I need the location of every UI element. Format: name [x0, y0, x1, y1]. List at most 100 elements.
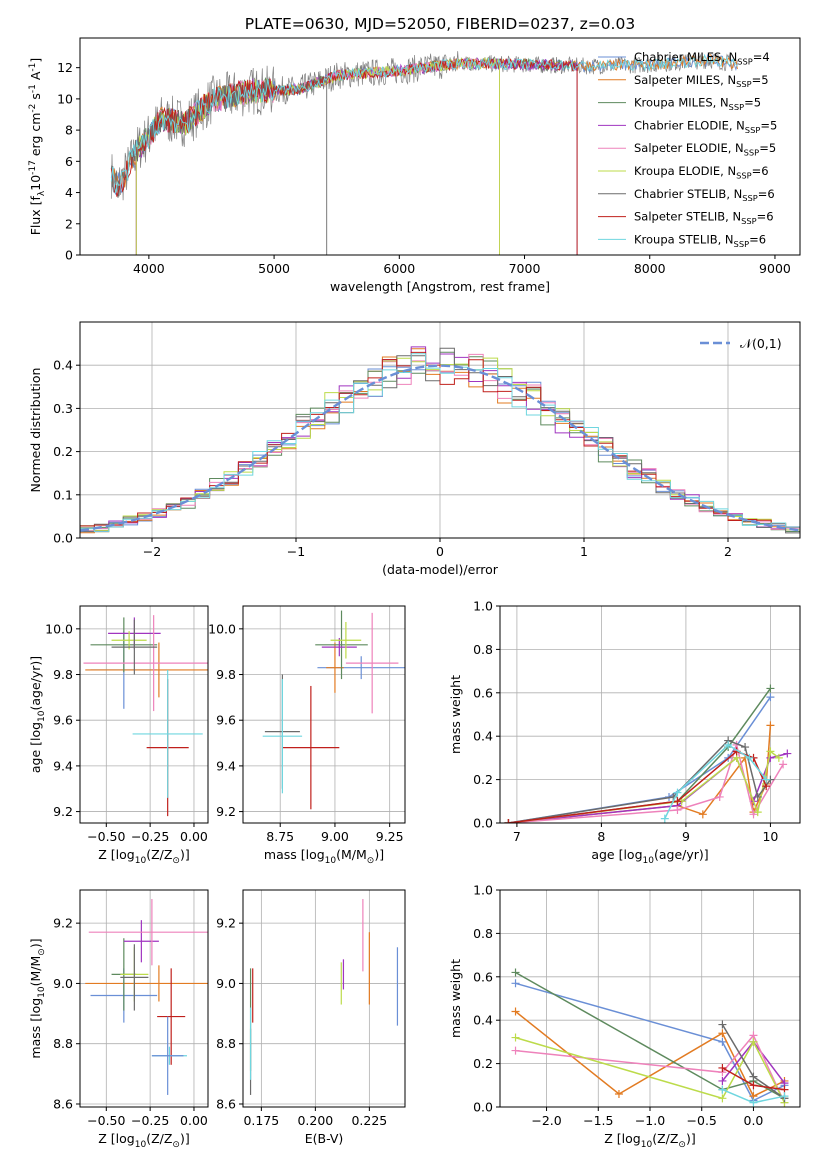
plus-marker [718, 1020, 727, 1029]
y-tick-label: 0.4 [473, 1013, 493, 1028]
plus-marker [511, 1033, 520, 1042]
x-tick-label: −2.0 [531, 1113, 561, 1128]
error-bar-point [321, 637, 357, 657]
x-tick-label: −0.25 [131, 1113, 169, 1128]
residual-legend: 𝒩(0,1) [700, 336, 782, 351]
x-tick-label: −0.50 [87, 1113, 125, 1128]
plus-marker [698, 810, 707, 819]
y-tick-label: 0.2 [53, 444, 73, 459]
plus-marker [766, 721, 775, 730]
y-tick-label: 0 [65, 248, 73, 263]
spectrum-frame [79, 37, 801, 256]
x-tick-label: 9.00 [321, 829, 349, 844]
mass-weight-series [515, 1036, 786, 1104]
y-tick-label: 0.4 [473, 729, 493, 744]
error-bar-point [315, 610, 368, 680]
plus-marker [511, 979, 520, 988]
mass_vs_Z-frame [79, 889, 209, 1108]
legend-label: Salpeter MILES, NSSP​=5 [634, 73, 769, 89]
x-axis-label: Z [log10​(Z/Z⊙​)] [98, 1131, 189, 1150]
plus-marker [762, 775, 771, 784]
mass_vs_EBV-plot-area [249, 899, 399, 1095]
y-tick-label: 8.8 [53, 1036, 73, 1051]
x-tick-label: 7000 [509, 261, 541, 276]
plus-marker [766, 747, 775, 756]
error-bar-point [123, 920, 159, 963]
plus-marker [783, 749, 792, 758]
y-tick-label: 10.0 [45, 621, 73, 636]
plus-marker [749, 810, 758, 819]
spectrum-axes: 4000 5000 6000 7000 8000 9000 0 2 4 6 8 10 12 wavelen… [28, 37, 801, 294]
plus-marker [753, 792, 762, 801]
x-tick-label: 7 [513, 829, 521, 844]
y-axis-label: mass weight [448, 675, 463, 754]
mass_vs_Z-plot-area [85, 899, 208, 1095]
x-tick-label: −0.25 [131, 829, 169, 844]
plus-marker [718, 1085, 727, 1094]
y-axis-label: age [log10​(age/yr)] [28, 656, 47, 773]
y-tick-label: 9.2 [53, 804, 73, 819]
plus-marker [511, 1007, 520, 1016]
model-spectrum-series [110, 53, 738, 194]
spectrum-plot-area [110, 51, 738, 255]
y-tick-label: 8 [65, 123, 73, 138]
x-tick-label: −1 [287, 544, 305, 559]
mass_vs_Z-axes: −0.50 −0.25 0.00 8.6 8.8 9.0 9.2 Z [log10​(Z/Z⊙… [28, 889, 209, 1150]
x-axis-label: Z [log10​(Z/Z⊙​)] [604, 1131, 695, 1150]
x-tick-label: −1.5 [583, 1113, 613, 1128]
legend-label: Kroupa MILES, NSSP​=5 [634, 96, 761, 112]
plus-marker [745, 753, 754, 762]
y-tick-label: 0.8 [473, 642, 493, 657]
legend-label: Chabrier ELODIE, NSSP​=5 [634, 118, 777, 134]
plus-marker [749, 1098, 758, 1107]
x-tick-label: 10 [762, 829, 778, 844]
figure-title: PLATE=0630, MJD=52050, FIBERID=0237, z=0… [245, 15, 635, 33]
y-tick-label: 9.4 [53, 758, 73, 773]
x-axis-label: mass [log10​(M/M⊙​)] [264, 847, 384, 866]
y-tick-label: 2 [65, 216, 73, 231]
y-tick-label: 9.2 [53, 916, 73, 931]
x-tick-label: 0 [436, 544, 444, 559]
plus-marker [718, 1094, 727, 1103]
plus-marker [724, 740, 733, 749]
plus-marker [660, 814, 669, 823]
y-tick-label: 9.0 [216, 976, 236, 991]
x-tick-label: −0.50 [87, 829, 125, 844]
observed-spectrum [110, 51, 738, 201]
age_vs_mass-plot-area [262, 610, 405, 810]
x-tick-label: −1.0 [635, 1113, 665, 1128]
plus-marker [718, 1076, 727, 1085]
error-bar-point [111, 631, 147, 650]
error-bar-point [83, 615, 208, 712]
legend-label: Kroupa ELODIE, NSSP​=6 [634, 164, 769, 180]
y-tick-label: 0.0 [473, 1100, 493, 1115]
normal-pdf-curve [80, 364, 800, 532]
residuals-plot-area [80, 346, 800, 538]
y-axis-label: Normed distribution [28, 368, 43, 493]
error-bar-point [120, 944, 149, 1011]
x-axis-label: (data-model)/error [382, 562, 499, 577]
mass_weight_vs_Z-axes: −2.0 −1.5 −1.0 −0.5 0.0 0.0 0.2 0.4 0.6 0.8 1.0 Z [… [448, 883, 801, 1150]
error-bar-point [111, 619, 158, 675]
y-tick-label: 9.6 [216, 713, 236, 728]
plus-marker [749, 1081, 758, 1090]
plus-marker [715, 792, 724, 801]
error-bar-point [282, 685, 340, 810]
error-bar-point [132, 669, 203, 798]
x-tick-label: 0.00 [180, 829, 208, 844]
spectrum-legend: Chabrier MILES, NSSP​=4 Salpeter MILES, N… [598, 50, 777, 249]
plus-marker [718, 1063, 727, 1072]
x-tick-label: 8 [597, 829, 605, 844]
y-tick-label: 8.8 [216, 1036, 236, 1051]
x-tick-label: 1 [580, 544, 588, 559]
plus-marker [673, 805, 682, 814]
plus-marker [504, 819, 513, 823]
age_vs_mass-axes: 8.75 9.00 9.25 9.2 9.4 9.6 9.8 10.0 mass [log10​… [208, 605, 406, 866]
error-bar-point [262, 679, 303, 794]
x-tick-label: −0.5 [687, 1113, 717, 1128]
x-tick-label: 0.225 [351, 1113, 387, 1128]
plus-marker [718, 1029, 727, 1038]
mass_weight_vs_age-frame [499, 605, 801, 824]
y-tick-label: 9.0 [53, 976, 73, 991]
residuals-axes: −2 −1 0 1 2 0.0 0.1 0.2 0.3 0.4 (data-model)/error… [28, 321, 801, 577]
